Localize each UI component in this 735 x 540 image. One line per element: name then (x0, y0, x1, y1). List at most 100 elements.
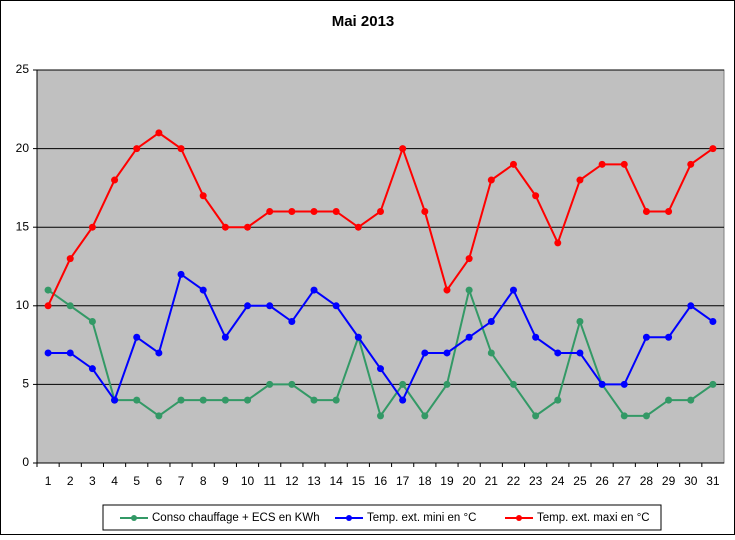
legend-marker (346, 515, 352, 521)
x-tick-label: 23 (529, 474, 543, 488)
point (221, 223, 229, 231)
point (687, 302, 695, 310)
point (399, 396, 407, 404)
point (66, 302, 74, 310)
point (665, 207, 673, 215)
point (66, 255, 74, 263)
y-tick-label: 15 (16, 219, 30, 233)
x-tick-label: 7 (178, 474, 185, 488)
x-tick-label: 31 (706, 474, 720, 488)
point (155, 412, 163, 420)
point (709, 145, 717, 153)
point (266, 207, 274, 215)
y-tick-label: 10 (16, 298, 30, 312)
x-tick-label: 11 (263, 474, 276, 488)
point (111, 396, 119, 404)
x-tick-label: 18 (418, 474, 432, 488)
x-tick-label: 20 (462, 474, 476, 488)
point (88, 223, 96, 231)
legend-label: Temp. ext. mini en °C (367, 512, 476, 524)
point (44, 286, 52, 294)
point (465, 333, 473, 341)
point (354, 223, 362, 231)
point (377, 207, 384, 215)
x-tick-label: 19 (440, 474, 454, 488)
point (509, 160, 517, 168)
point (665, 396, 673, 404)
point (310, 286, 318, 294)
point (399, 380, 407, 388)
x-tick-label: 16 (374, 474, 388, 488)
point (199, 396, 207, 404)
point (598, 160, 606, 168)
point (509, 380, 517, 388)
point (288, 207, 296, 215)
point (244, 302, 252, 310)
point (177, 396, 185, 404)
point (620, 412, 628, 420)
point (709, 318, 717, 326)
point (133, 396, 141, 404)
point (487, 318, 495, 326)
point (199, 286, 207, 294)
point (709, 380, 717, 388)
point (687, 396, 695, 404)
x-tick-label: 26 (595, 474, 609, 488)
point (88, 365, 96, 373)
point (465, 286, 473, 294)
point (332, 207, 340, 215)
point (133, 145, 141, 153)
y-tick-label: 5 (22, 377, 29, 391)
point (598, 380, 606, 388)
x-tick-label: 29 (662, 474, 676, 488)
x-tick-label: 5 (133, 474, 140, 488)
point (377, 365, 384, 373)
point (266, 380, 274, 388)
x-tick-label: 14 (329, 474, 343, 488)
point (199, 192, 207, 200)
point (44, 349, 52, 357)
point (642, 412, 650, 420)
point (399, 145, 407, 153)
x-tick-label: 15 (352, 474, 366, 488)
x-tick-label: 30 (684, 474, 698, 488)
legend-box (102, 504, 662, 531)
point (554, 239, 562, 247)
point (576, 349, 584, 357)
point (66, 349, 74, 357)
y-tick-label: 25 (16, 62, 30, 76)
point (443, 349, 451, 357)
point (266, 302, 274, 310)
point (155, 129, 163, 137)
x-tick-label: 22 (507, 474, 521, 488)
point (443, 286, 451, 294)
point (244, 223, 252, 231)
point (532, 192, 540, 200)
y-tick-label: 20 (16, 141, 30, 155)
point (642, 207, 650, 215)
x-tick-label: 21 (485, 474, 499, 488)
point (177, 270, 185, 278)
point (244, 396, 252, 404)
x-tick-label: 12 (285, 474, 299, 488)
point (177, 145, 185, 153)
point (310, 396, 318, 404)
point (532, 333, 540, 341)
point (377, 412, 384, 420)
point (554, 396, 562, 404)
point (354, 333, 362, 341)
x-tick-label: 24 (551, 474, 565, 488)
point (642, 333, 650, 341)
point (88, 318, 96, 326)
point (111, 176, 119, 184)
x-tick-label: 13 (307, 474, 321, 488)
point (310, 207, 318, 215)
point (221, 396, 229, 404)
legend-marker (131, 515, 137, 521)
legend-label: Conso chauffage + ECS en KWh (152, 512, 320, 524)
point (465, 255, 473, 263)
point (288, 380, 296, 388)
legend-marker (516, 515, 522, 521)
point (687, 160, 695, 168)
